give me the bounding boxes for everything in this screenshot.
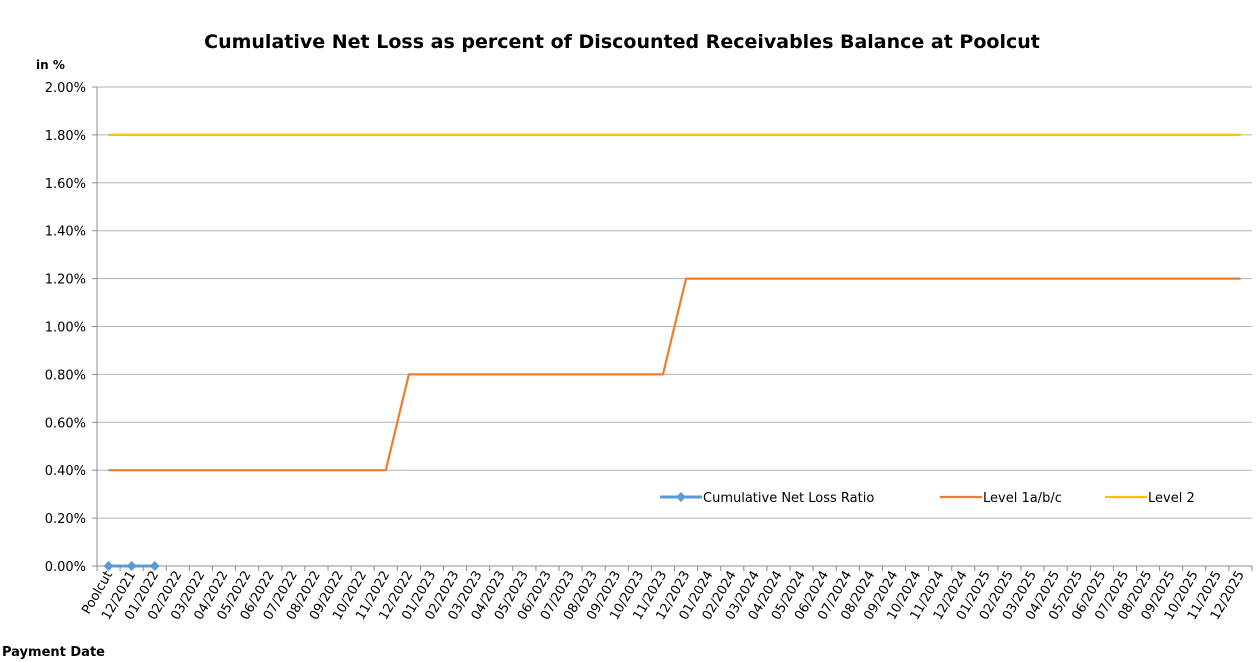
axes: [92, 86, 1253, 571]
legend-entry-0: Cumulative Net Loss Ratio: [703, 491, 874, 506]
y-tick-label: 2.00%: [45, 81, 86, 96]
y-tick-label: 0.20%: [45, 512, 86, 527]
data-point-marker: [126, 561, 137, 571]
y-axis-unit-label: in %: [36, 58, 65, 72]
legend-entry-1: Level 1a/b/c: [983, 491, 1062, 506]
legend: Cumulative Net Loss Ratio Level 1a/b/c Lev…: [660, 491, 1195, 506]
y-tick-label: 1.40%: [45, 225, 86, 240]
gridlines: [97, 86, 1252, 519]
data-point-marker: [149, 561, 160, 571]
y-tick-label: 0.00%: [45, 560, 86, 575]
y-tick-label: 1.20%: [45, 273, 86, 288]
series-line-1: [108, 277, 1241, 472]
series-lines: [103, 133, 1241, 571]
y-tick-label: 1.60%: [45, 177, 86, 192]
x-tick-labels: Poolcut12/202101/202202/202203/202204/20…: [79, 568, 1248, 622]
chart-title: Cumulative Net Loss as percent of Discou…: [204, 31, 1040, 53]
y-tick-label: 1.00%: [45, 321, 86, 336]
data-point-marker: [103, 561, 114, 571]
x-axis-title: Payment Date: [2, 645, 105, 660]
y-tick-labels: 0.00% 0.20% 0.40% 0.60% 0.80% 1.00% 1.20% 1.40%…: [45, 81, 86, 575]
legend-entry-2: Level 2: [1148, 491, 1195, 506]
y-tick-label: 0.60%: [45, 416, 86, 431]
legend-marker: [676, 492, 686, 502]
y-tick-label: 0.40%: [45, 464, 86, 479]
y-tick-label: 0.80%: [45, 368, 86, 383]
y-tick-label: 1.80%: [45, 129, 86, 144]
